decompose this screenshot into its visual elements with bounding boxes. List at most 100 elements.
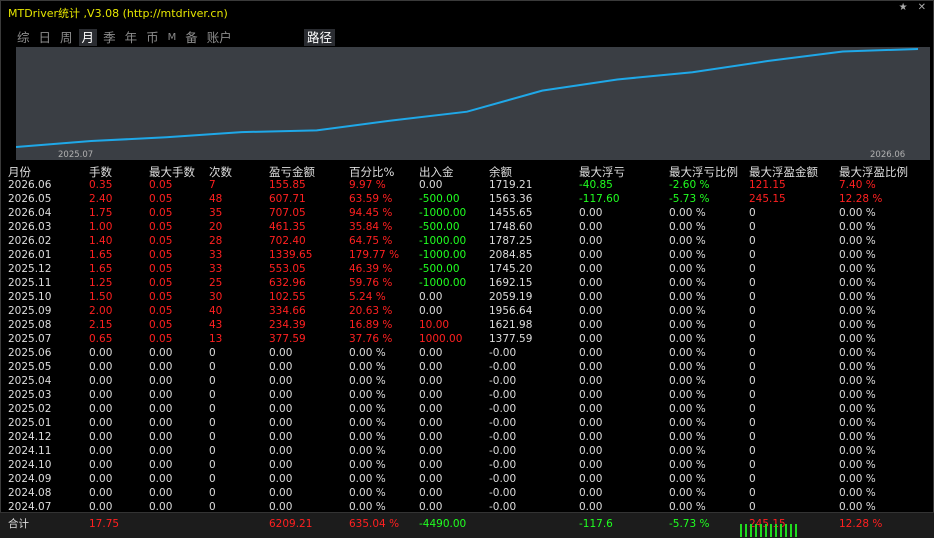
cell-max-profit-pct: 0.00 % (839, 333, 876, 345)
cell-balance: -0.00 (489, 375, 517, 387)
cell-balance: 1455.65 (489, 207, 533, 219)
cell-lots: 1.00 (89, 221, 113, 233)
cell-count: 40 (209, 305, 223, 317)
cell-pct: 5.24 % (349, 291, 386, 303)
cell-max-profit: 0 (749, 319, 756, 331)
cell-max-loss: 0.00 (579, 375, 603, 387)
cell-max-loss: 0.00 (579, 207, 603, 219)
table-row: 2025.11 1.25 0.05 25 632.96 59.76 % -1000.00 16… (0, 276, 934, 290)
cell-pct: 9.97 % (349, 179, 386, 191)
cell-count: 0 (209, 445, 216, 457)
cell-deposit: 0.00 (419, 459, 443, 471)
cell-deposit: 0.00 (419, 291, 443, 303)
table-row: 2025.10 1.50 0.05 30 102.55 5.24 % 0.00 2059.19… (0, 290, 934, 304)
table-row: 2024.09 0.00 0.00 0 0.00 0.00 % 0.00 -0.00 0.00 0… (0, 472, 934, 486)
cell-max-lots: 0.05 (149, 235, 173, 247)
cell-lots: 0.00 (89, 473, 113, 485)
cell-max-lots: 0.00 (149, 361, 173, 373)
cell-max-profit: 0 (749, 487, 756, 499)
cell-month: 2025.04 (8, 375, 52, 387)
cell-lots: 0.00 (89, 501, 113, 513)
cell-balance: -0.00 (489, 487, 517, 499)
tab-month[interactable]: 月 (78, 29, 98, 46)
close-icon[interactable]: ✕ (917, 2, 926, 13)
scroll-marker (745, 524, 747, 537)
cell-max-loss: 0.00 (579, 487, 603, 499)
cell-max-profit-pct: 0.00 % (839, 263, 876, 275)
cell-max-profit: 0 (749, 389, 756, 401)
cell-max-loss-pct: 0.00 % (669, 235, 706, 247)
cell-month: 2026.04 (8, 207, 52, 219)
cell-max-loss-pct: 0.00 % (669, 221, 706, 233)
cell-deposit: -500.00 (419, 263, 460, 275)
cell-count: 0 (209, 361, 216, 373)
cell-max-profit-pct: 0.00 % (839, 431, 876, 443)
cell-pct: 179.77 % (349, 249, 400, 261)
cell-max-profit-pct: 0.00 % (839, 277, 876, 289)
cell-lots: 1.50 (89, 291, 113, 303)
total-deposit: -4490.00 (419, 518, 467, 530)
cell-balance: -0.00 (489, 501, 517, 513)
scroll-marker (760, 524, 762, 537)
tab-week[interactable]: 周 (60, 30, 73, 45)
chart-x-start-label: 2025.07 (58, 150, 94, 160)
cell-max-loss-pct: 0.00 % (669, 459, 706, 471)
cell-max-lots: 0.00 (149, 403, 173, 415)
cell-month: 2026.02 (8, 235, 52, 247)
cell-count: 43 (209, 319, 223, 331)
tab-year[interactable]: 年 (124, 30, 138, 45)
cell-pnl: 0.00 (269, 403, 293, 415)
cell-max-profit-pct: 0.00 % (839, 473, 876, 485)
cell-max-loss: 0.00 (579, 347, 603, 359)
cell-max-lots: 0.00 (149, 501, 173, 513)
cell-month: 2026.06 (8, 179, 52, 191)
cell-deposit: 0.00 (419, 375, 443, 387)
cell-max-profit: 0 (749, 501, 756, 513)
tab-overview[interactable]: 综 (17, 30, 30, 45)
cell-max-profit: 0 (749, 445, 756, 457)
cell-balance: -0.00 (489, 473, 517, 485)
total-pct: 635.04 % (349, 518, 400, 530)
cell-max-profit-pct: 0.00 % (839, 417, 876, 429)
window-title: MTDriver统计 ,V3.08 (http://mtdriver.cn) (8, 7, 228, 20)
cell-pct: 16.89 % (349, 319, 393, 331)
table-row: 2026.04 1.75 0.05 35 707.05 94.45 % -1000.00 14… (0, 206, 934, 220)
tab-currency[interactable]: 币 (146, 30, 159, 45)
table-row: 2024.11 0.00 0.00 0 0.00 0.00 % 0.00 -0.00 0.00 0… (0, 444, 934, 458)
cell-pnl: 553.05 (269, 263, 306, 275)
header-deposit: 出入金 (419, 165, 454, 179)
cell-balance: 1787.25 (489, 235, 533, 247)
cell-pnl: 234.39 (269, 319, 306, 331)
cell-max-loss: 0.00 (579, 403, 603, 415)
cell-max-profit-pct: 0.00 % (839, 305, 876, 317)
total-pnl: 6209.21 (269, 518, 313, 530)
cell-max-lots: 0.05 (149, 263, 173, 275)
chart-x-end-label: 2026.06 (870, 150, 906, 160)
cell-pct: 64.75 % (349, 235, 393, 247)
tab-note[interactable]: 备 (185, 30, 198, 45)
cell-count: 0 (209, 417, 216, 429)
cell-lots: 1.75 (89, 207, 113, 219)
cell-deposit: 0.00 (419, 347, 443, 359)
cell-max-loss-pct: 0.00 % (669, 347, 706, 359)
tab-day[interactable]: 日 (38, 30, 52, 45)
table-row: 2024.12 0.00 0.00 0 0.00 0.00 % 0.00 -0.00 0.00 0… (0, 430, 934, 444)
equity-chart (16, 47, 930, 160)
cell-pct: 0.00 % (349, 431, 386, 443)
cell-max-profit-pct: 0.00 % (839, 403, 876, 415)
cell-max-lots: 0.00 (149, 487, 173, 499)
cell-deposit: 0.00 (419, 431, 443, 443)
cell-deposit: -1000.00 (419, 277, 467, 289)
cell-deposit: 0.00 (419, 179, 443, 191)
cell-max-lots: 0.00 (149, 375, 173, 387)
table-row: 2026.01 1.65 0.05 33 1339.65 179.77 % -1000.00… (0, 248, 934, 262)
cell-count: 0 (209, 487, 216, 499)
cell-pct: 35.84 % (349, 221, 393, 233)
pin-icon[interactable]: ★ (898, 2, 908, 13)
tab-magic[interactable]: M (167, 32, 177, 43)
tab-account[interactable]: 账户 (206, 30, 232, 45)
tab-quarter[interactable]: 季 (103, 30, 116, 45)
cell-max-lots: 0.00 (149, 347, 173, 359)
header-max-profit: 最大浮盈金额 (749, 165, 818, 179)
tab-route[interactable]: 路径 (304, 29, 336, 46)
